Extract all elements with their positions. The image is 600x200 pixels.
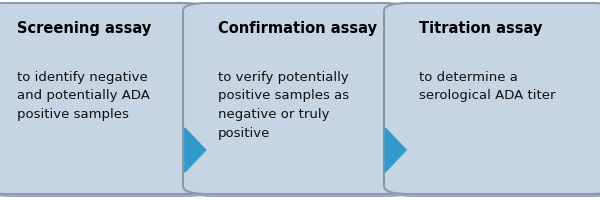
Text: Titration assay: Titration assay bbox=[419, 21, 542, 36]
FancyBboxPatch shape bbox=[0, 6, 211, 197]
Text: Confirmation assay: Confirmation assay bbox=[218, 21, 377, 36]
Text: to verify potentially
positive samples as
negative or truly
positive: to verify potentially positive samples a… bbox=[218, 71, 349, 140]
FancyBboxPatch shape bbox=[187, 6, 412, 197]
Text: to determine a
serological ADA titer: to determine a serological ADA titer bbox=[419, 71, 556, 102]
Text: to identify negative
and potentially ADA
positive samples: to identify negative and potentially ADA… bbox=[17, 71, 149, 121]
Polygon shape bbox=[185, 128, 206, 172]
FancyBboxPatch shape bbox=[183, 3, 408, 194]
Text: Screening assay: Screening assay bbox=[17, 21, 151, 36]
FancyBboxPatch shape bbox=[384, 3, 600, 194]
FancyBboxPatch shape bbox=[388, 6, 600, 197]
Polygon shape bbox=[385, 128, 406, 172]
FancyBboxPatch shape bbox=[0, 3, 207, 194]
